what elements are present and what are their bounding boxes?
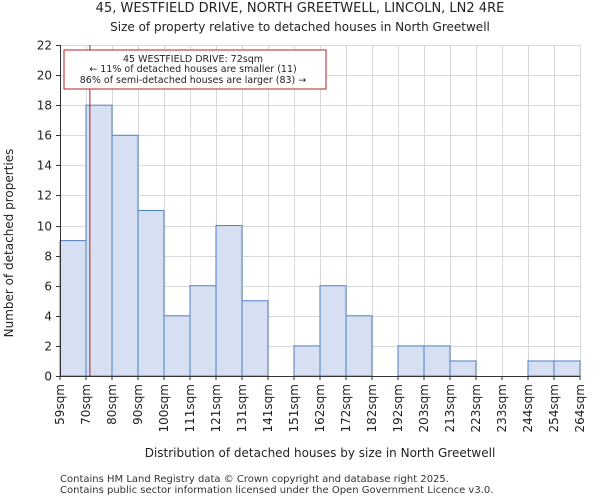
bar-192sqm <box>397 345 425 377</box>
x-tick-label: 121sqm <box>209 384 223 432</box>
x-tick-label: 90sqm <box>131 384 145 425</box>
bar-80sqm <box>111 134 139 377</box>
x-tick-label: 59sqm <box>53 384 67 425</box>
footer-line-1: Contains HM Land Registry data © Crown c… <box>60 474 449 485</box>
y-tick-label: 20 <box>37 69 52 83</box>
chart-title: 45, WESTFIELD DRIVE, NORTH GREETWELL, LI… <box>96 1 505 16</box>
x-axis-label: Distribution of detached houses by size … <box>145 446 496 460</box>
x-tick-label: 172sqm <box>339 384 353 432</box>
annotation-line-2: ← 11% of detached houses are smaller (11… <box>89 64 296 75</box>
y-tick-label: 12 <box>37 189 52 203</box>
axes <box>56 45 581 380</box>
y-tick-label: 10 <box>37 220 52 234</box>
y-tick-label: 6 <box>44 280 52 294</box>
x-tick-label: 141sqm <box>261 384 275 432</box>
annotation-line-3: 86% of semi-detached houses are larger (… <box>80 75 307 86</box>
y-tick-label: 8 <box>44 250 52 264</box>
bar-100sqm <box>163 315 191 377</box>
y-tick-labels: 0 2 4 6 8 10 12 14 16 18 20 22 <box>37 39 52 384</box>
footer-line-2: Contains public sector information licen… <box>60 485 494 496</box>
x-tick-label: 100sqm <box>157 384 171 432</box>
x-tick-label: 80sqm <box>105 384 119 425</box>
x-tick-label: 70sqm <box>79 384 93 425</box>
x-tick-label: 203sqm <box>417 384 431 432</box>
annotation-line-1: 45 WESTFIELD DRIVE: 72sqm <box>123 54 263 65</box>
x-tick-label: 244sqm <box>521 384 535 432</box>
bar-151sqm <box>293 345 321 377</box>
y-tick-label: 22 <box>37 39 52 53</box>
x-tick-label: 131sqm <box>235 384 249 432</box>
x-tick-label: 111sqm <box>183 384 197 432</box>
bar-121sqm <box>215 225 243 377</box>
bar-90sqm <box>137 210 165 377</box>
y-tick-label: 18 <box>37 99 52 113</box>
bar-131sqm <box>241 300 269 377</box>
y-tick-label: 14 <box>37 159 52 173</box>
bar-213sqm <box>449 360 477 377</box>
bar-254sqm <box>553 360 581 377</box>
bar-59sqm <box>59 240 87 377</box>
x-tick-label: 223sqm <box>469 384 483 432</box>
x-tick-label: 162sqm <box>313 384 327 432</box>
bar-172sqm <box>345 315 373 377</box>
y-tick-label: 4 <box>44 310 52 324</box>
y-tick-label: 0 <box>44 370 52 384</box>
x-tick-label: 254sqm <box>547 384 561 432</box>
x-tick-label: 213sqm <box>443 384 457 432</box>
bar-203sqm <box>423 345 451 377</box>
chart-subtitle: Size of property relative to detached ho… <box>110 20 490 34</box>
x-tick-label: 151sqm <box>287 384 301 432</box>
x-tick-label: 233sqm <box>495 384 509 432</box>
x-tick-labels: 59sqm 70sqm 80sqm 90sqm 100sqm 111sqm 121sqm 13… <box>53 384 587 432</box>
y-tick-label: 2 <box>44 340 52 354</box>
bar-244sqm <box>527 360 555 377</box>
bar-162sqm <box>319 285 347 377</box>
x-tick-label: 192sqm <box>391 384 405 432</box>
annotation-box: 45 WESTFIELD DRIVE: 72sqm ← 11% of detac… <box>63 49 327 90</box>
y-axis-label: Number of detached properties <box>2 149 16 338</box>
x-tick-label: 264sqm <box>573 384 587 432</box>
y-tick-label: 16 <box>37 129 52 143</box>
bar-111sqm <box>189 285 217 377</box>
x-tick-label: 182sqm <box>365 384 379 432</box>
